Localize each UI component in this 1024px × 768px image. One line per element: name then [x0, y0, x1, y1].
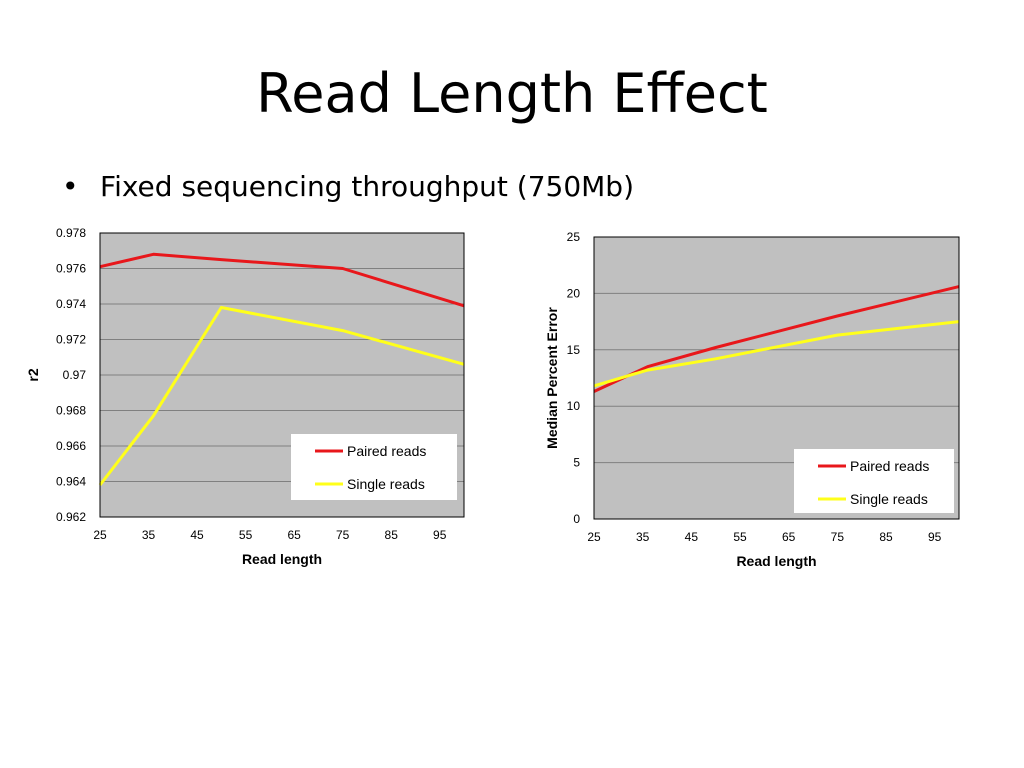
r2-plot-border: [99, 232, 465, 518]
r2-series-single-reads-line: [98, 306, 465, 486]
error-legend-box: [794, 449, 954, 513]
bullet-symbol: •: [62, 170, 79, 203]
r2-y-tick-label: 0.968: [56, 404, 86, 418]
r2-y-tick-label: 0.962: [56, 510, 86, 524]
error-plot-border: [593, 236, 960, 520]
r2-x-tick-label: 45: [190, 528, 204, 542]
r2-legend-label: Single reads: [347, 476, 425, 492]
r2-y-axis-title: r2: [25, 368, 41, 381]
error-y-tick-label: 5: [573, 456, 580, 470]
r2-x-tick-label: 75: [336, 528, 350, 542]
r2-x-tick-label: 25: [93, 528, 107, 542]
r2-x-tick-label: 95: [433, 528, 447, 542]
error-x-tick-label: 65: [782, 530, 796, 544]
r2-y-tick-label: 0.976: [56, 262, 86, 276]
r2-y-tick-label: 0.966: [56, 439, 86, 453]
r2-y-tick-label: 0.964: [56, 475, 86, 489]
error-x-tick-label: 35: [636, 530, 650, 544]
r2-x-tick-label: 85: [385, 528, 399, 542]
r2-y-tick-label: 0.978: [56, 226, 86, 240]
error-legend-label: Single reads: [850, 491, 928, 507]
bullet-text: Fixed sequencing throughput (750Mb): [100, 170, 634, 203]
error-x-tick-label: 45: [685, 530, 699, 544]
error-y-tick-label: 0: [573, 512, 580, 526]
error-y-tick-label: 15: [567, 343, 581, 357]
slide-title: Read Length Effect: [256, 62, 768, 125]
r2-x-tick-label: 35: [142, 528, 156, 542]
r2-legend-box: [291, 434, 457, 500]
r2-legend-label: Paired reads: [347, 443, 426, 459]
error-y-tick-label: 20: [567, 286, 581, 300]
error-x-axis-title: Read length: [736, 553, 816, 569]
error-legend-label: Paired reads: [850, 458, 929, 474]
r2-x-axis-title: Read length: [242, 551, 322, 567]
error-series-single-reads-line: [593, 320, 960, 388]
error-y-axis-title: Median Percent Error: [544, 307, 560, 449]
error-x-tick-label: 85: [879, 530, 893, 544]
error-y-tick-label: 10: [567, 399, 581, 413]
r2-y-tick-label: 0.974: [56, 297, 86, 311]
r2-x-tick-label: 65: [287, 528, 301, 542]
r2-series-paired-reads-line: [99, 252, 465, 308]
bullet-point: • Fixed sequencing throughput (750Mb): [62, 170, 634, 203]
r2-y-tick-label: 0.972: [56, 333, 86, 347]
error-x-tick-label: 25: [587, 530, 601, 544]
error-x-tick-label: 75: [831, 530, 845, 544]
r2-x-tick-label: 55: [239, 528, 253, 542]
error-y-tick-label: 25: [567, 230, 581, 244]
error-x-tick-label: 55: [733, 530, 747, 544]
r2-y-tick-label: 0.97: [63, 368, 87, 382]
error-x-tick-label: 95: [928, 530, 942, 544]
